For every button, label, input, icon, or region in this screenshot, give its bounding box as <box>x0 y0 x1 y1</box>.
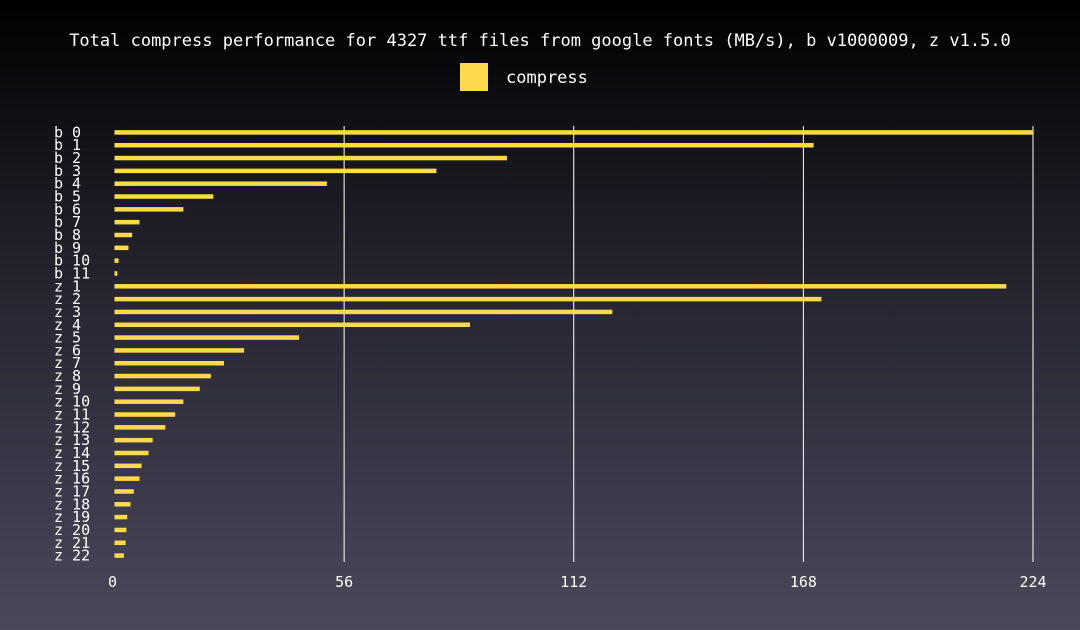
x-tick-label: 224 <box>1019 573 1046 591</box>
bar <box>114 194 214 199</box>
bar <box>114 130 1033 135</box>
bar <box>114 155 507 161</box>
grid-lines <box>343 126 1034 562</box>
category-label: z 15 <box>54 457 90 475</box>
category-label: z 5 <box>54 329 81 347</box>
bar <box>114 553 124 558</box>
bar <box>114 489 134 494</box>
bar <box>114 309 613 315</box>
bar <box>114 425 166 430</box>
category-label: z 9 <box>54 380 81 398</box>
category-label: z 4 <box>54 316 81 334</box>
category-label: b 8 <box>54 226 81 244</box>
bar <box>114 335 300 340</box>
category-label: z 12 <box>54 418 90 436</box>
category-label: z 18 <box>54 495 90 513</box>
chart-title: Total compress performance for 4327 ttf … <box>69 31 1011 51</box>
bar <box>114 258 119 263</box>
bars <box>114 130 1033 558</box>
bar <box>114 476 140 481</box>
category-label: z 21 <box>54 534 90 552</box>
category-label: b 1 <box>54 136 81 154</box>
bar <box>114 463 142 469</box>
category-label: z 11 <box>54 406 90 424</box>
bar <box>114 360 224 366</box>
category-label: b 6 <box>54 200 81 218</box>
category-label: b 7 <box>54 213 81 231</box>
bar <box>114 142 814 148</box>
bar <box>114 373 211 379</box>
category-label: z 17 <box>54 482 90 500</box>
bar <box>114 181 327 186</box>
bar <box>114 232 133 238</box>
legend-label: compress <box>506 68 588 88</box>
category-label: b 10 <box>54 252 90 270</box>
bar <box>114 527 127 533</box>
bar <box>114 514 128 520</box>
category-label: b 5 <box>54 188 81 206</box>
bar <box>114 322 471 328</box>
category-label: z 3 <box>54 303 81 321</box>
category-label: z 2 <box>54 290 81 308</box>
x-tick-label: 168 <box>790 573 817 591</box>
category-label: z 19 <box>54 508 90 526</box>
bar <box>114 219 140 225</box>
bar <box>114 437 153 443</box>
bar <box>114 245 129 251</box>
category-label: b 2 <box>54 149 81 167</box>
category-label: z 8 <box>54 367 81 385</box>
bar <box>114 284 1007 289</box>
category-label: z 6 <box>54 341 81 359</box>
category-label: z 22 <box>54 547 90 565</box>
bar <box>114 540 126 546</box>
category-label: b 9 <box>54 239 81 257</box>
x-tick-label: 112 <box>560 573 587 591</box>
x-tick-label: 56 <box>335 573 353 591</box>
bar <box>114 399 184 404</box>
bar <box>114 450 149 456</box>
category-label: b 11 <box>54 264 90 282</box>
category-label: z 7 <box>54 354 81 372</box>
bar <box>114 168 437 174</box>
legend-swatch <box>460 63 488 91</box>
bar <box>114 207 184 212</box>
category-label: b 3 <box>54 162 81 180</box>
bar <box>114 502 131 507</box>
category-label: z 1 <box>54 277 81 295</box>
category-label: z 14 <box>54 444 90 462</box>
bar <box>114 412 176 417</box>
category-label: z 13 <box>54 431 90 449</box>
category-label: z 16 <box>54 470 90 488</box>
bar <box>114 271 118 276</box>
x-tick-label: 0 <box>108 573 117 591</box>
category-label: z 10 <box>54 393 90 411</box>
category-labels: b 0b 1b 2b 3b 4b 5b 6b 7b 8b 9b 10b 11z … <box>54 123 90 564</box>
bar <box>114 386 200 392</box>
category-label: z 20 <box>54 521 90 539</box>
bar <box>114 296 822 302</box>
x-axis-tick-labels: 0 56 112 168 224 <box>108 573 1047 591</box>
category-label: b 4 <box>54 175 81 193</box>
bar <box>114 348 245 353</box>
category-label: b 0 <box>54 123 81 141</box>
